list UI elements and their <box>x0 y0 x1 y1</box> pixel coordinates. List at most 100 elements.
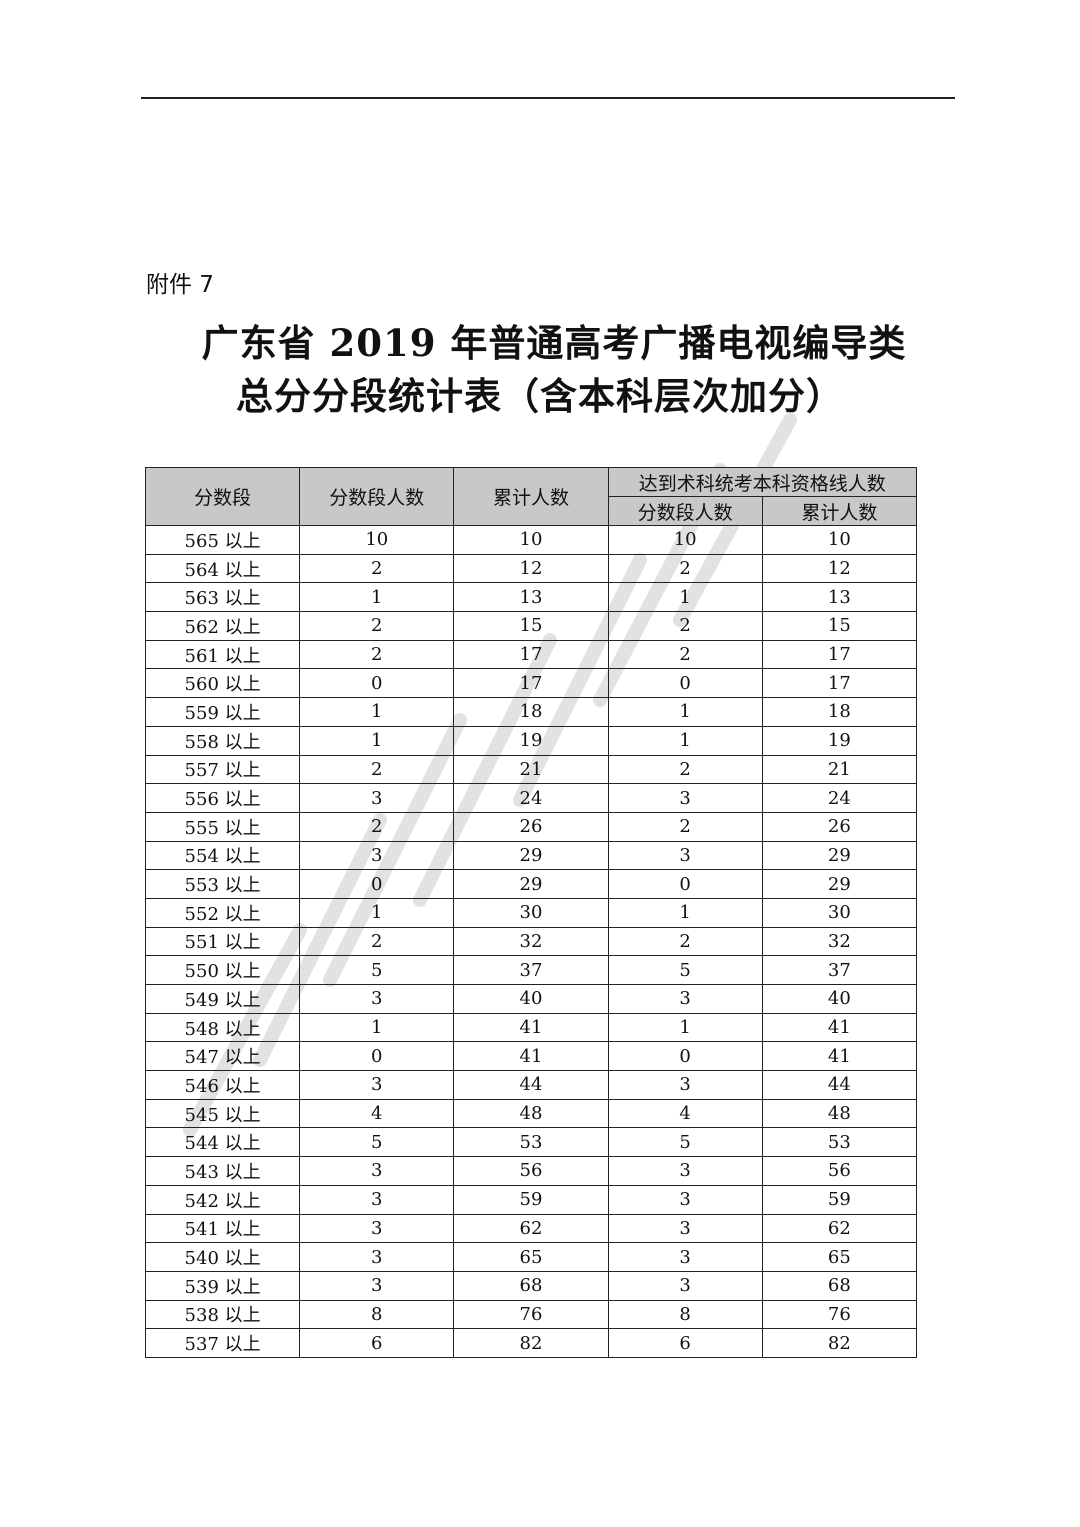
table-row: 563 以上 1 13 1 13 <box>144 582 918 613</box>
cell-qualified-band-count: 1 <box>607 1012 763 1043</box>
cell-score-band: 552 以上 <box>144 897 301 928</box>
cell-cumulative: 40 <box>453 984 609 1014</box>
cell-score-band: 558 以上 <box>144 725 301 756</box>
cell-band-count: 1 <box>299 725 455 756</box>
table-row: 550 以上 5 37 5 37 <box>144 955 918 985</box>
cell-band-count: 0 <box>299 668 455 699</box>
cell-score-band: 545 以上 <box>144 1098 301 1129</box>
cell-qualified-band-count: 3 <box>607 1270 763 1301</box>
cell-qualified-band-count: 3 <box>607 840 763 871</box>
table-row: 542 以上 3 59 3 59 <box>144 1184 918 1215</box>
cell-qualified-band-count: 5 <box>607 1127 763 1158</box>
cell-qualified-band-count: 1 <box>607 582 763 613</box>
cell-qualified-band-count: 4 <box>607 1098 763 1129</box>
cell-band-count: 3 <box>299 783 455 813</box>
cell-qualified-band-count: 2 <box>607 553 763 584</box>
cell-cumulative: 26 <box>453 811 609 842</box>
cell-score-band: 561 以上 <box>144 639 301 670</box>
cell-score-band: 550 以上 <box>144 955 301 985</box>
cell-score-band: 547 以上 <box>144 1041 301 1072</box>
table-row: 558 以上 1 19 1 19 <box>144 725 918 756</box>
cell-score-band: 560 以上 <box>144 668 301 699</box>
cell-band-count: 5 <box>299 1127 455 1158</box>
cell-score-band: 557 以上 <box>144 754 301 785</box>
cell-score-band: 549 以上 <box>144 984 301 1014</box>
cell-score-band: 541 以上 <box>144 1213 301 1244</box>
cell-band-count: 0 <box>299 1041 455 1072</box>
cell-cumulative: 12 <box>453 553 609 584</box>
cell-qualified-band-count: 2 <box>607 811 763 842</box>
cell-cumulative: 53 <box>453 1127 609 1158</box>
cell-qualified-band-count: 8 <box>607 1299 763 1330</box>
cell-qualified-cumulative: 19 <box>761 725 918 756</box>
cell-band-count: 3 <box>299 1242 455 1272</box>
cell-qualified-band-count: 3 <box>607 1156 763 1186</box>
cell-band-count: 4 <box>299 1098 455 1129</box>
cell-cumulative: 59 <box>453 1184 609 1215</box>
cell-qualified-band-count: 2 <box>607 754 763 785</box>
cell-qualified-band-count: 2 <box>607 926 763 957</box>
cell-qualified-cumulative: 48 <box>761 1098 918 1129</box>
table-row: 545 以上 4 48 4 48 <box>144 1098 918 1129</box>
cell-qualified-cumulative: 68 <box>761 1270 918 1301</box>
cell-score-band: 548 以上 <box>144 1012 301 1043</box>
cell-score-band: 537 以上 <box>144 1328 301 1358</box>
cell-cumulative: 68 <box>453 1270 609 1301</box>
cell-qualified-band-count: 3 <box>607 783 763 813</box>
cell-qualified-cumulative: 41 <box>761 1041 918 1072</box>
cell-qualified-cumulative: 56 <box>761 1156 918 1186</box>
table-row: 543 以上 3 56 3 56 <box>144 1156 918 1186</box>
cell-qualified-cumulative: 29 <box>761 840 918 871</box>
cell-cumulative: 65 <box>453 1242 609 1272</box>
cell-qualified-band-count: 10 <box>607 525 763 555</box>
cell-qualified-cumulative: 17 <box>761 668 918 699</box>
cell-score-band: 546 以上 <box>144 1070 301 1100</box>
cell-score-band: 559 以上 <box>144 697 301 727</box>
cell-qualified-cumulative: 12 <box>761 553 918 584</box>
cell-cumulative: 17 <box>453 639 609 670</box>
cell-band-count: 5 <box>299 955 455 985</box>
cell-qualified-band-count: 1 <box>607 697 763 727</box>
cell-cumulative: 29 <box>453 840 609 871</box>
table-row: 546 以上 3 44 3 44 <box>144 1070 918 1100</box>
cell-qualified-cumulative: 62 <box>761 1213 918 1244</box>
cell-score-band: 539 以上 <box>144 1270 301 1301</box>
table-row: 565 以上 10 10 10 10 <box>144 525 918 555</box>
table-row: 544 以上 5 53 5 53 <box>144 1127 918 1158</box>
cell-score-band: 562 以上 <box>144 611 301 641</box>
cell-score-band: 565 以上 <box>144 525 301 555</box>
cell-qualified-cumulative: 30 <box>761 897 918 928</box>
table-row: 549 以上 3 40 3 40 <box>144 984 918 1014</box>
cell-score-band: 553 以上 <box>144 869 301 899</box>
cell-band-count: 2 <box>299 811 455 842</box>
cell-qualified-cumulative: 59 <box>761 1184 918 1215</box>
cell-band-count: 2 <box>299 611 455 641</box>
cell-qualified-cumulative: 13 <box>761 582 918 613</box>
table-row: 541 以上 3 62 3 62 <box>144 1213 918 1244</box>
cell-qualified-band-count: 2 <box>607 611 763 641</box>
table-row: 560 以上 0 17 0 17 <box>144 668 918 699</box>
cell-qualified-cumulative: 10 <box>761 525 918 555</box>
cell-qualified-cumulative: 24 <box>761 783 918 813</box>
cell-qualified-cumulative: 32 <box>761 926 918 957</box>
cell-qualified-band-count: 1 <box>607 897 763 928</box>
header-score-band: 分数段 <box>144 467 301 526</box>
cell-band-count: 1 <box>299 697 455 727</box>
cell-band-count: 2 <box>299 926 455 957</box>
cell-qualified-band-count: 3 <box>607 1070 763 1100</box>
cell-band-count: 3 <box>299 1184 455 1215</box>
cell-qualified-cumulative: 26 <box>761 811 918 842</box>
table-row: 551 以上 2 32 2 32 <box>144 926 918 957</box>
cell-score-band: 563 以上 <box>144 582 301 613</box>
cell-band-count: 3 <box>299 1270 455 1301</box>
page-title-line1: 广东省 2019 年普通高考广播电视编导类 <box>201 321 907 365</box>
cell-cumulative: 32 <box>453 926 609 957</box>
cell-qualified-cumulative: 41 <box>761 1012 918 1043</box>
cell-band-count: 0 <box>299 869 455 899</box>
cell-cumulative: 19 <box>453 725 609 756</box>
cell-score-band: 543 以上 <box>144 1156 301 1186</box>
cell-qualified-band-count: 3 <box>607 1213 763 1244</box>
cell-cumulative: 29 <box>453 869 609 899</box>
table-row: 552 以上 1 30 1 30 <box>144 897 918 928</box>
table-row: 547 以上 0 41 0 41 <box>144 1041 918 1072</box>
